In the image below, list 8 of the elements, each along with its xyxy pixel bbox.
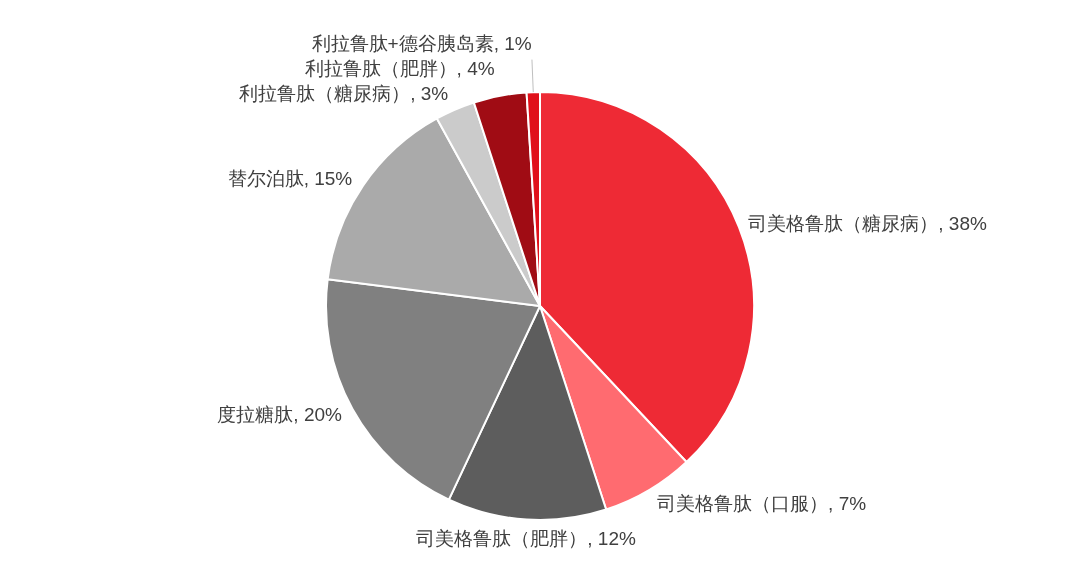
data-label: 利拉鲁肽+德谷胰岛素, 1% xyxy=(311,31,532,55)
data-label: 替尔泊肽, 15% xyxy=(227,166,353,190)
data-label: 度拉糖肽, 20% xyxy=(217,403,342,427)
data-label: 利拉鲁肽（肥胖）, 4% xyxy=(304,56,495,80)
data-label: 司美格鲁肽（肥胖）, 12% xyxy=(416,526,636,550)
data-label: 司美格鲁肽（口服）, 7% xyxy=(657,492,867,516)
data-label: 利拉鲁肽（糖尿病）, 3% xyxy=(239,82,449,106)
data-label: 司美格鲁肽（糖尿病）, 38% xyxy=(748,212,987,236)
